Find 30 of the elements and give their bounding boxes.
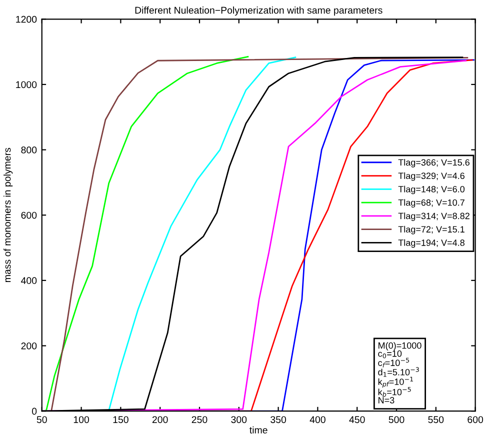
x-tick-label: 250: [192, 416, 208, 424]
y-tick-label: 400: [21, 277, 37, 284]
x-axis-title: time: [250, 426, 268, 434]
y-axis-title: mass of monomers in polymers: [4, 148, 13, 282]
legend-label: Tlag=194; V=4.8: [398, 239, 464, 248]
y-tick-label: 1200: [16, 16, 37, 23]
y-tick-label: 800: [21, 146, 37, 154]
x-tick-label: 100: [74, 416, 90, 424]
y-tick-label: 200: [21, 342, 37, 350]
x-tick-label: 550: [428, 416, 444, 424]
legend-label: Tlag=366; V=15.6: [398, 159, 470, 168]
legend-label: Tlag=72; V=15.1: [398, 226, 464, 234]
y-tick-label: 600: [21, 212, 37, 219]
x-tick-label: 200: [152, 416, 168, 424]
y-tick-label: 0: [32, 408, 37, 415]
legend-label: Tlag=329; V=4.6: [398, 172, 464, 181]
x-tick-label: 500: [388, 416, 404, 424]
x-tick-label: 400: [310, 416, 326, 424]
x-tick-label: 350: [270, 416, 286, 424]
legend-label: Tlag=148; V=6.0: [398, 186, 465, 194]
x-tick-label: 50: [36, 416, 47, 424]
y-tick-label: 1000: [16, 81, 37, 88]
chart-title: Different Nuleation−Polymerization with same parameters: [135, 6, 382, 16]
legend-label: Tlag=68; V=10.7: [398, 199, 464, 208]
x-tick-label: 300: [231, 416, 247, 424]
x-tick-label: 150: [113, 416, 128, 424]
text: M(0)=1000 c$_{0}$=10 c$_{f}$=10$^{−5}$ d$_{1}$=5.10$^{−3}$ k$_{pf}$=10$^{−1}$ k$_{b}$=10$^{−5}$ N=3: [378, 342, 422, 404]
x-tick-label: 450: [349, 416, 365, 424]
x-tick-label: 600: [468, 416, 484, 424]
legend-label: Tlag=314; V=8.82: [398, 212, 470, 221]
